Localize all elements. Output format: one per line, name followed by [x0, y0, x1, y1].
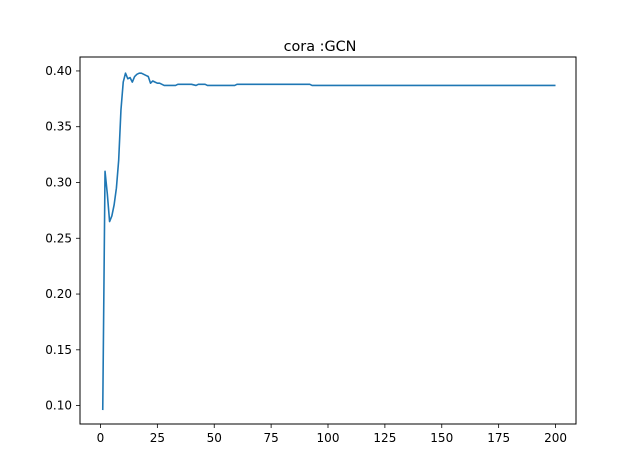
chart-title: cora :GCN [284, 39, 357, 55]
y-tick-label: 0.30 [45, 175, 72, 189]
y-tick-label: 0.15 [45, 343, 72, 357]
y-tick-label: 0.10 [45, 399, 72, 413]
y-tick-label: 0.35 [45, 120, 72, 134]
x-tick-label: 200 [544, 431, 567, 445]
x-tick-label: 100 [317, 431, 340, 445]
x-axis: 0 25 50 75 100 125 150 175 200 [97, 424, 567, 445]
plot-area [101, 72, 556, 411]
x-tick-label: 175 [487, 431, 510, 445]
x-tick-label: 75 [263, 431, 278, 445]
x-tick-label: 0 [97, 431, 105, 445]
series-line-0 [101, 72, 556, 411]
y-tick-label: 0.20 [45, 287, 72, 301]
y-axis: 0.10 0.15 0.20 0.25 0.30 0.35 0.40 [45, 64, 80, 413]
y-tick-label: 0.25 [45, 231, 72, 245]
axes-frame [79, 56, 577, 425]
y-tick-label: 0.40 [45, 64, 72, 78]
x-tick-label: 150 [430, 431, 453, 445]
x-tick-label: 50 [207, 431, 222, 445]
x-tick-label: 25 [150, 431, 165, 445]
x-tick-label: 125 [373, 431, 396, 445]
